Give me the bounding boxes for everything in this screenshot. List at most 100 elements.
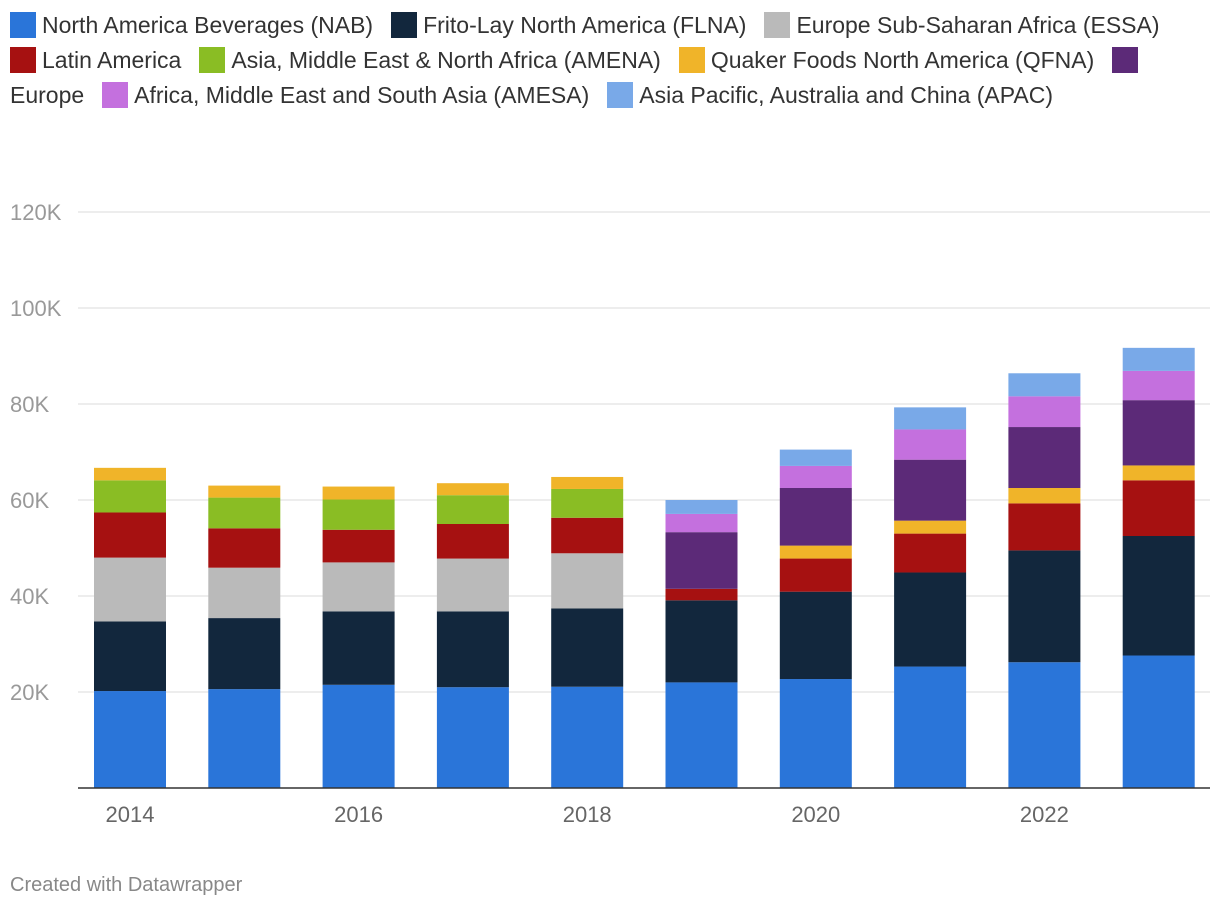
- bar-segment: [1122, 347, 1195, 371]
- bar-segment: [779, 558, 852, 592]
- legend: North America Beverages (NAB) Frito-Lay N…: [10, 8, 1200, 113]
- bar-segment: [894, 533, 967, 573]
- bar-segment: [208, 528, 281, 568]
- bar-segment: [208, 618, 281, 690]
- bar-segment: [436, 483, 509, 496]
- legend-item: Quaker Foods North America (QFNA): [678, 47, 1095, 73]
- footer-credit: Created with Datawrapper: [10, 874, 243, 896]
- legend-item: Europe Sub-Saharan Africa (ESSA): [764, 12, 1160, 38]
- legend-swatch: [10, 47, 36, 73]
- x-tick-label: 2016: [334, 802, 383, 827]
- legend-item: Frito-Lay North America (FLNA): [391, 12, 746, 38]
- bar-segment: [551, 553, 624, 609]
- legend-item: Africa, Middle East and South Asia (AMES…: [102, 82, 589, 108]
- legend-swatch: [764, 12, 791, 38]
- bar-segment: [436, 524, 509, 559]
- x-tick-label: 2014: [106, 802, 155, 827]
- bar-segment: [1008, 427, 1081, 488]
- bar-stack-2018: [551, 476, 624, 788]
- bar-segment: [665, 513, 738, 533]
- bar-stack-2020: [779, 449, 852, 788]
- bar-segment: [894, 572, 967, 667]
- y-tick-label: 40K: [10, 584, 49, 609]
- bar-stack-2019: [665, 500, 738, 788]
- legend-label: Africa, Middle East and South Asia (AMES…: [134, 82, 590, 108]
- bar-stack-2014: [94, 467, 166, 788]
- bar-segment: [1122, 400, 1195, 466]
- bar-segment: [208, 485, 281, 498]
- legend-swatch: [102, 82, 129, 108]
- bar-segment: [779, 465, 852, 488]
- bar-segment: [551, 686, 624, 788]
- bar-segment: [1008, 662, 1081, 788]
- bar-segment: [1008, 373, 1081, 397]
- bar-segment: [322, 499, 395, 530]
- bar-segment: [94, 480, 166, 513]
- bar-segment: [322, 562, 395, 612]
- bar-segment: [894, 459, 967, 521]
- x-axis-labels: 2014 2016 2018 2020 2022: [106, 802, 1069, 827]
- bar-segment: [322, 611, 395, 685]
- bar-segment: [436, 495, 509, 524]
- legend-item: Asia Pacific, Australia and China (APAC): [607, 82, 1053, 108]
- x-tick-label: 2018: [563, 802, 612, 827]
- legend-label: Frito-Lay North America (FLNA): [423, 12, 747, 38]
- bar-segment: [436, 558, 509, 612]
- legend-label: Asia, Middle East & North Africa (AMENA): [231, 47, 661, 73]
- bar-segment: [322, 684, 395, 788]
- bar-segment: [665, 588, 738, 601]
- y-tick-label: 120K: [10, 200, 62, 225]
- bar-segment: [1008, 396, 1081, 428]
- bar-segment: [94, 557, 166, 622]
- y-tick-label: 100K: [10, 296, 62, 321]
- bar-segment: [894, 407, 967, 430]
- bar-segment: [1122, 480, 1195, 536]
- bar-segment: [1122, 370, 1195, 401]
- bar-segment: [779, 679, 852, 788]
- bar-stack-2017: [436, 483, 509, 788]
- bar-segment: [665, 532, 738, 589]
- bar-segment: [894, 520, 967, 534]
- legend-swatch: [10, 12, 36, 38]
- bar-segment: [551, 517, 624, 554]
- legend-swatch: [1112, 47, 1139, 73]
- bar-segment: [1008, 550, 1081, 663]
- bar-stack-2016: [322, 486, 395, 788]
- bar-segment: [894, 429, 967, 460]
- bar-segment: [436, 611, 509, 688]
- bar-segment: [1008, 503, 1081, 551]
- bar-segment: [551, 488, 624, 518]
- bar-segment: [94, 691, 166, 788]
- legend-swatch: [607, 82, 634, 108]
- bar-segment: [94, 512, 166, 558]
- bar-stack-2015: [208, 485, 281, 788]
- legend-item: North America Beverages (NAB): [10, 12, 373, 38]
- bar-segment: [208, 497, 281, 529]
- legend-label: Quaker Foods North America (QFNA): [710, 47, 1095, 73]
- y-axis-labels: 20K 40K 60K 80K 100K 120K: [10, 200, 62, 705]
- y-tick-label: 60K: [10, 488, 49, 513]
- y-tick-label: 20K: [10, 680, 49, 705]
- bar-stack-2022: [1008, 373, 1081, 788]
- legend-item: Europe: [10, 47, 1144, 108]
- bar-segment: [1122, 655, 1195, 788]
- bar-segment: [551, 608, 624, 687]
- bar-segment: [665, 500, 738, 514]
- bar-segment: [779, 545, 852, 559]
- legend-label: Asia Pacific, Australia and China (APAC): [639, 82, 1054, 108]
- bar-segment: [322, 529, 395, 563]
- bar-segment: [551, 476, 624, 489]
- legend-label: Europe Sub-Saharan Africa (ESSA): [796, 12, 1160, 38]
- bar-segment: [779, 488, 852, 546]
- bar-segment: [665, 600, 738, 683]
- bar-segment: [208, 689, 281, 788]
- x-tick-label: 2020: [791, 802, 840, 827]
- bar-segment: [894, 666, 967, 788]
- bar-segment: [208, 567, 281, 619]
- bars: [94, 347, 1195, 788]
- legend-label: Latin America: [42, 47, 182, 73]
- bar-segment: [436, 687, 509, 788]
- bar-stack-2023: [1122, 347, 1195, 788]
- bar-segment: [1008, 488, 1081, 504]
